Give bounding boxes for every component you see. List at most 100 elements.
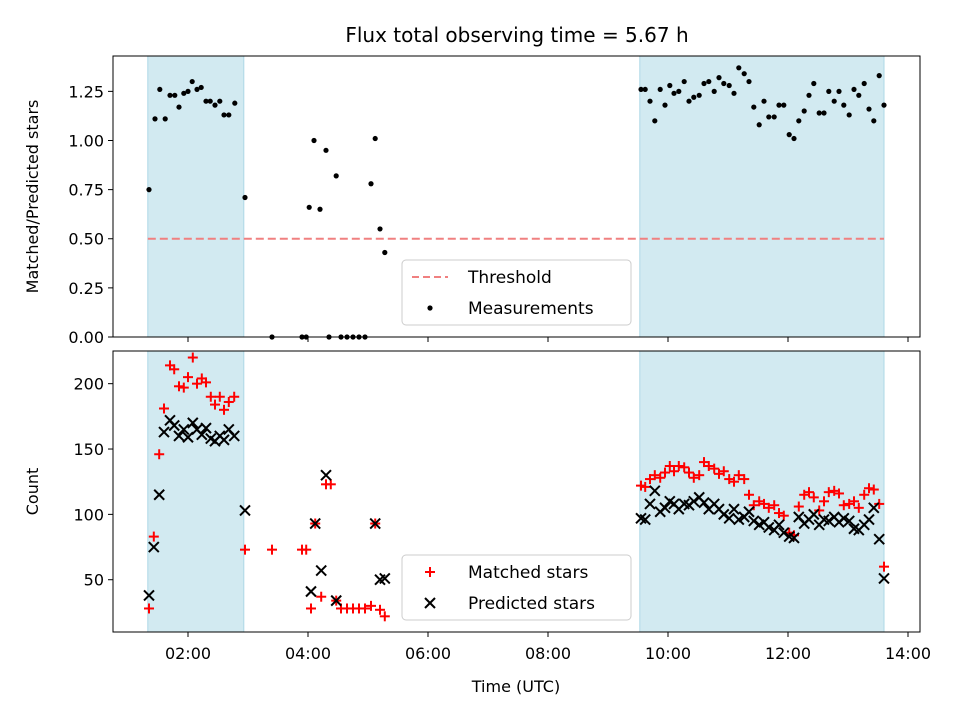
data-point bbox=[826, 88, 832, 94]
data-point bbox=[203, 98, 209, 104]
x-marker-b bbox=[309, 517, 321, 530]
data-point bbox=[786, 132, 792, 138]
data-point bbox=[366, 600, 376, 611]
data-point bbox=[878, 572, 890, 585]
data-point bbox=[791, 135, 797, 142]
data-point bbox=[861, 80, 867, 87]
data-point bbox=[228, 430, 240, 442]
data-point bbox=[731, 90, 737, 96]
data-point bbox=[657, 86, 663, 93]
x-marker-b bbox=[808, 508, 820, 521]
data-point bbox=[379, 611, 390, 622]
data-point bbox=[144, 603, 154, 614]
x-tick-label: 14:00 bbox=[885, 644, 931, 663]
x-marker-b bbox=[878, 572, 890, 585]
x-marker-b bbox=[148, 541, 160, 553]
legend-marker-swatch bbox=[427, 305, 433, 311]
legend-box bbox=[401, 554, 632, 621]
data-point bbox=[159, 403, 169, 414]
x-marker-b bbox=[664, 495, 676, 508]
data-point bbox=[703, 461, 714, 472]
x-tick-label: 02:00 bbox=[165, 644, 211, 663]
y-tick-label: 50 bbox=[84, 571, 104, 590]
data-point bbox=[876, 73, 882, 79]
x-marker-b bbox=[424, 597, 436, 609]
x-marker-b bbox=[848, 523, 860, 535]
data-point bbox=[808, 492, 819, 503]
x-tick-label: 10:00 bbox=[645, 644, 691, 663]
data-point bbox=[369, 517, 381, 530]
data-point bbox=[146, 187, 152, 193]
observing-window-shade-1 bbox=[639, 350, 885, 633]
data-point bbox=[183, 372, 193, 383]
data-point bbox=[766, 114, 772, 120]
data-point bbox=[316, 591, 327, 602]
data-point bbox=[148, 531, 159, 542]
data-point bbox=[733, 470, 744, 481]
data-point bbox=[172, 92, 178, 98]
data-point bbox=[194, 86, 200, 93]
observing-window-shade-1 bbox=[639, 55, 885, 338]
data-point bbox=[728, 503, 740, 515]
x-marker-b bbox=[659, 502, 671, 514]
x-axis-label: Time (UTC) bbox=[471, 677, 560, 696]
data-point bbox=[154, 449, 165, 460]
data-point bbox=[320, 469, 332, 481]
data-point bbox=[305, 585, 317, 598]
data-point bbox=[372, 135, 378, 142]
data-point bbox=[639, 513, 651, 526]
data-point bbox=[823, 515, 835, 527]
data-point bbox=[819, 496, 829, 507]
x-marker-b bbox=[873, 533, 885, 545]
x-marker-b bbox=[688, 495, 700, 508]
x-marker-b bbox=[218, 434, 230, 446]
data-point bbox=[709, 463, 720, 474]
data-point bbox=[874, 498, 885, 509]
data-point bbox=[178, 423, 190, 436]
data-point bbox=[736, 65, 742, 71]
data-point bbox=[382, 249, 388, 256]
data-point bbox=[377, 226, 383, 232]
data-point bbox=[841, 102, 847, 108]
data-point bbox=[843, 515, 855, 527]
data-point bbox=[212, 102, 218, 108]
y-tick-label: 1.00 bbox=[68, 131, 104, 150]
x-marker-b bbox=[178, 423, 190, 436]
data-point bbox=[649, 485, 661, 497]
x-marker-b bbox=[649, 485, 661, 497]
data-point bbox=[763, 502, 774, 513]
data-point bbox=[694, 470, 705, 481]
data-point bbox=[187, 352, 198, 363]
plot-frame bbox=[112, 55, 921, 338]
data-point bbox=[718, 508, 730, 521]
data-point bbox=[311, 137, 317, 144]
x-marker-b bbox=[773, 519, 785, 531]
x-marker-b bbox=[758, 516, 770, 528]
data-point bbox=[189, 78, 195, 85]
data-point bbox=[873, 533, 885, 545]
data-point bbox=[741, 71, 747, 77]
data-point bbox=[863, 513, 875, 526]
data-point bbox=[187, 417, 199, 429]
x-tick-label: 12:00 bbox=[765, 644, 811, 663]
data-point bbox=[667, 82, 673, 89]
x-marker-b bbox=[793, 511, 805, 523]
x-marker-b bbox=[635, 512, 647, 525]
y-axis-label: Matched/Predicted stars bbox=[23, 100, 42, 294]
x-marker-b bbox=[191, 423, 203, 436]
data-point bbox=[801, 108, 807, 114]
data-point bbox=[856, 92, 862, 98]
data-point bbox=[640, 481, 651, 492]
data-point bbox=[317, 206, 323, 212]
y-axis-label: Count bbox=[23, 468, 42, 516]
data-point bbox=[726, 82, 732, 89]
data-point bbox=[148, 541, 160, 553]
data-point bbox=[781, 102, 787, 108]
plot-frame bbox=[112, 350, 921, 633]
data-point bbox=[232, 100, 238, 106]
data-point bbox=[788, 532, 800, 544]
data-point bbox=[306, 204, 312, 210]
data-point bbox=[681, 78, 687, 85]
data-point bbox=[823, 487, 834, 498]
